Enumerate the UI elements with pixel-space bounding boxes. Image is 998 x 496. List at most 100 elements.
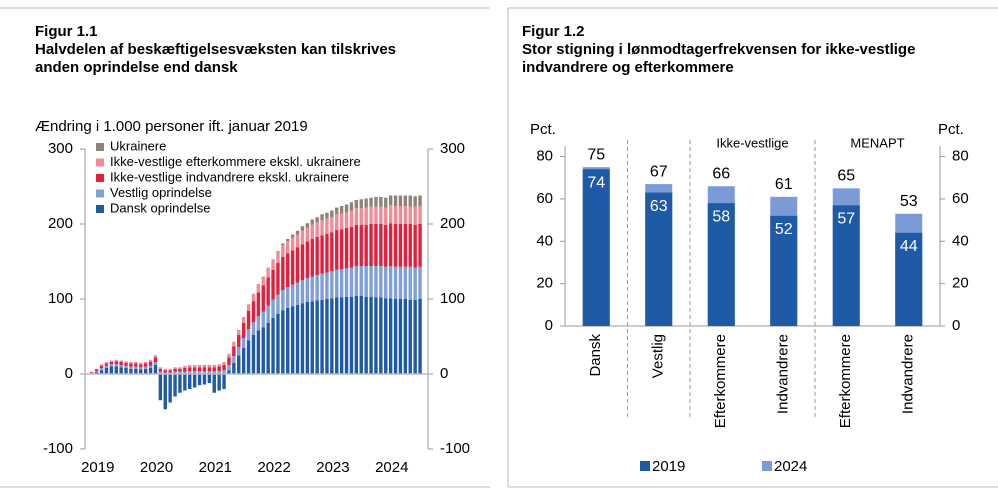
- bar-segment: [104, 362, 109, 364]
- bar-segment: [300, 226, 305, 231]
- bar-segment: [374, 224, 378, 266]
- bar-segment: [276, 294, 280, 314]
- bar-segment: [320, 214, 324, 221]
- bar-segment: [281, 290, 285, 311]
- x-tick-label: 2020: [140, 459, 173, 476]
- bar-segment: [227, 357, 231, 365]
- legend-label: Ikke-vestlige efterkommere ekskl. ukrain…: [110, 154, 361, 169]
- bar-segment: [384, 197, 388, 208]
- bar-segment: [256, 316, 261, 331]
- value-label: 75: [587, 146, 605, 163]
- bar-segment: [119, 365, 123, 368]
- bar-segment: [344, 296, 349, 374]
- bar-segment: [183, 371, 187, 374]
- bar-segment: [217, 371, 221, 374]
- bar-segment: [281, 257, 285, 290]
- bar-segment: [202, 371, 207, 374]
- bar-segment: [99, 370, 104, 374]
- y-tick-label: 80: [536, 148, 553, 165]
- bar-segment: [281, 243, 285, 245]
- value-label: 52: [775, 221, 793, 238]
- bar-segment: [222, 370, 226, 374]
- bar-segment: [413, 224, 417, 268]
- bar-segment: [359, 199, 363, 209]
- bar-segment: [246, 329, 251, 341]
- bar-segment: [192, 367, 197, 371]
- bar-segment: [153, 365, 158, 374]
- axis-label: Pct.: [938, 121, 964, 138]
- y2-tick-label: 300: [440, 140, 465, 157]
- bar-segment: [109, 366, 114, 374]
- bar-segment: [388, 298, 393, 374]
- bar-segment: [300, 244, 305, 281]
- bar-segment: [393, 299, 398, 374]
- group-label: Ikke-vestlige: [716, 135, 788, 150]
- bar-segment: [388, 205, 393, 224]
- bar-segment: [237, 347, 241, 356]
- bar-segment: [104, 368, 109, 374]
- bar-segment: [310, 239, 314, 277]
- y-tick-label: 0: [65, 365, 73, 382]
- bar-segment: [330, 271, 334, 299]
- bar-segment: [310, 219, 314, 225]
- bar-segment: [403, 266, 408, 299]
- bar-segment: [148, 359, 153, 362]
- bar-segment: [418, 266, 422, 299]
- bar-segment: [158, 368, 163, 372]
- bar-segment: [143, 363, 148, 367]
- y2-tick-label: 60: [952, 190, 969, 207]
- bar-segment: [163, 374, 167, 410]
- bar-segment: [403, 224, 408, 267]
- bar-segment: [295, 305, 300, 374]
- bar-segment: [222, 374, 226, 389]
- y2-tick-label: 0: [440, 365, 448, 382]
- legend-label: Vestlig oprindelse: [110, 185, 212, 200]
- bar-segment: [398, 206, 403, 224]
- bar-segment: [359, 208, 363, 225]
- bar-segment: [232, 346, 236, 356]
- bar-segment: [354, 224, 359, 266]
- bar-segment: [325, 212, 329, 219]
- bar-segment: [379, 206, 383, 224]
- y-tick-label: 60: [536, 190, 553, 207]
- bar-segment: [335, 230, 339, 270]
- bar-segment: [232, 356, 236, 363]
- bar-segment: [310, 301, 314, 374]
- bar-segment: [315, 275, 319, 301]
- legend-label: 2019: [652, 458, 685, 475]
- bar-segment: [188, 367, 192, 371]
- bar-segment: [168, 370, 172, 373]
- legend-swatch: [96, 143, 104, 151]
- bar-segment: [413, 267, 417, 300]
- bar-segment: [241, 347, 246, 374]
- bar-segment: [339, 229, 344, 269]
- bar-segment: [109, 364, 114, 367]
- bar-segment: [305, 278, 310, 302]
- x-tick-label: Vestlig: [650, 334, 667, 378]
- bar-segment: [227, 365, 231, 371]
- chart-title: Halvdelen af beskæftigelsesvæksten kan t…: [35, 41, 397, 76]
- bar-segment: [384, 224, 388, 267]
- bar-segment: [359, 296, 363, 374]
- bar-segment: [310, 224, 314, 239]
- bar-segment: [261, 276, 265, 286]
- bar-segment: [364, 224, 368, 266]
- legend-swatch: [96, 158, 104, 167]
- bar-segment: [335, 207, 339, 215]
- bar-segment: [300, 303, 305, 374]
- bar-segment: [276, 314, 280, 374]
- legend-swatch: [96, 189, 104, 198]
- bar-segment: [408, 195, 412, 206]
- bar-segment: [393, 195, 398, 206]
- x-tick-label: 2022: [257, 459, 290, 476]
- bar-segment: [256, 284, 261, 293]
- bar-segment: [134, 366, 138, 369]
- bar-segment: [129, 368, 133, 374]
- bar-segment: [369, 266, 373, 297]
- bar-segment: [349, 267, 354, 297]
- bar-segment: [261, 285, 265, 312]
- bar-segment: [139, 362, 143, 365]
- x-tick-label: Indvandrere: [775, 334, 792, 414]
- bar-segment: [188, 365, 192, 368]
